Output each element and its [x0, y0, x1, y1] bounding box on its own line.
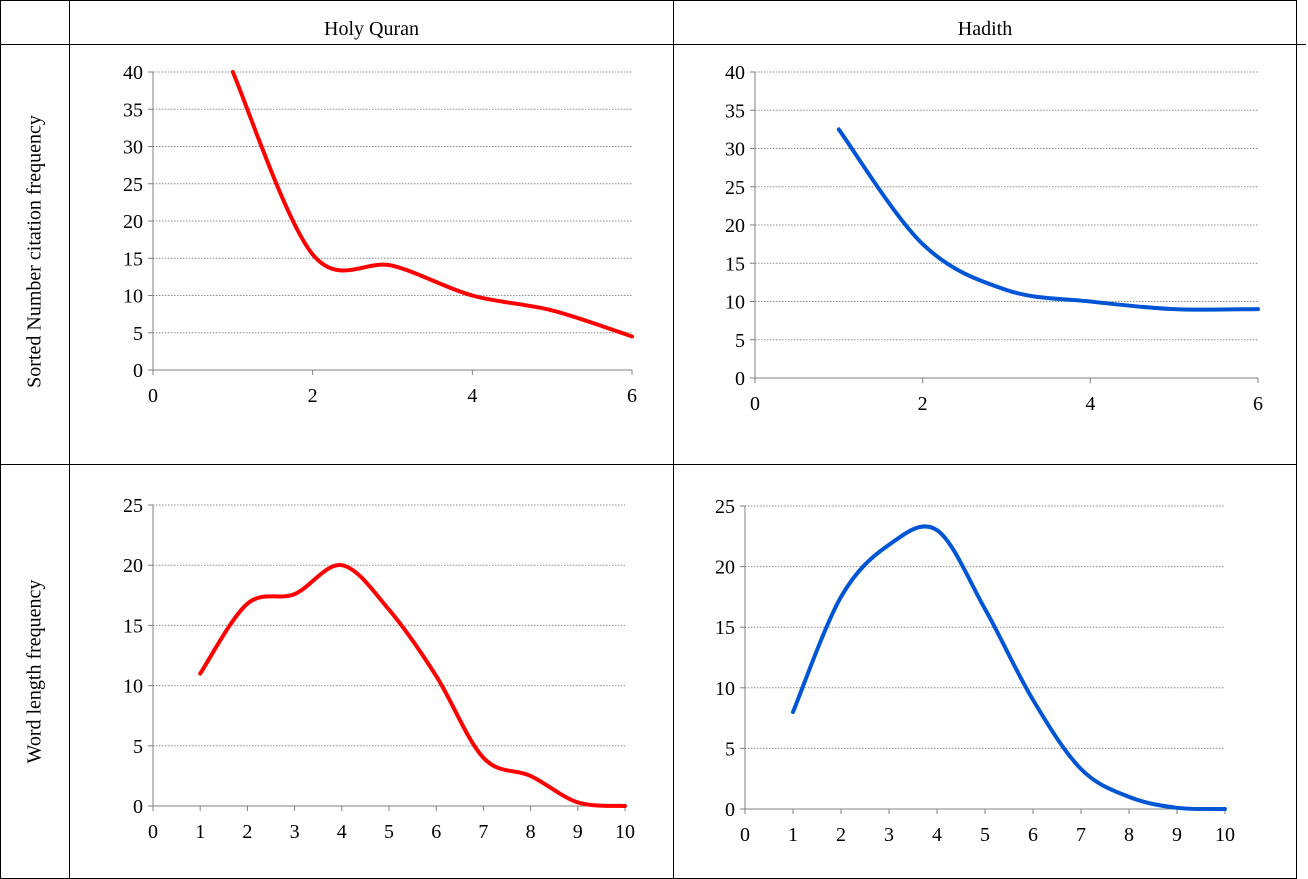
- x-tick-label: 7: [1076, 824, 1086, 846]
- series-line: [198, 563, 627, 808]
- y-tick-label: 30: [725, 139, 745, 161]
- x-tick-label: 10: [615, 821, 635, 843]
- y-tick-label: 40: [725, 62, 745, 84]
- x-tick-label: 8: [1124, 824, 1134, 846]
- x-tick-label: 0: [750, 393, 760, 415]
- y-tick-label: 0: [133, 796, 143, 818]
- y-tick-label: 10: [715, 678, 735, 700]
- x-tick-label: 4: [337, 821, 347, 843]
- x-tick-label: 0: [740, 824, 750, 846]
- x-tick-label: 6: [1253, 393, 1263, 415]
- x-tick-label: 8: [526, 821, 536, 843]
- series-line: [791, 524, 1227, 812]
- x-tick-label: 4: [932, 824, 942, 846]
- y-tick-label: 0: [725, 799, 735, 821]
- y-tick-label: 15: [123, 248, 143, 270]
- column-header-holy-quran: Holy Quran: [324, 18, 419, 40]
- y-tick-label: 15: [715, 617, 735, 639]
- x-tick-label: 3: [290, 821, 300, 843]
- column-header-hadith: Hadith: [957, 18, 1013, 40]
- y-tick-label: 35: [725, 100, 745, 122]
- y-tick-label: 0: [735, 368, 745, 390]
- y-tick-label: 25: [715, 496, 735, 518]
- y-tick-label: 20: [123, 555, 143, 577]
- y-tick-label: 25: [123, 495, 143, 517]
- x-tick-label: 2: [918, 393, 928, 415]
- y-tick-label: 35: [123, 99, 143, 121]
- x-tick-label: 5: [384, 821, 394, 843]
- x-tick-label: 2: [308, 385, 318, 407]
- y-tick-label: 5: [133, 736, 143, 758]
- x-tick-label: 10: [1215, 824, 1235, 846]
- x-tick-label: 4: [467, 385, 477, 407]
- x-tick-label: 9: [1172, 824, 1182, 846]
- y-tick-label: 25: [123, 174, 143, 196]
- y-tick-label: 40: [123, 62, 143, 84]
- y-tick-label: 10: [725, 292, 745, 314]
- y-tick-label: 15: [725, 253, 745, 275]
- x-tick-label: 1: [195, 821, 205, 843]
- series-line: [836, 127, 1260, 312]
- y-tick-label: 10: [123, 676, 143, 698]
- y-tick-label: 25: [725, 177, 745, 199]
- x-tick-label: 2: [836, 824, 846, 846]
- y-tick-label: 15: [123, 615, 143, 637]
- y-tick-label: 20: [715, 557, 735, 579]
- y-tick-label: 10: [123, 286, 143, 308]
- x-tick-label: 0: [148, 821, 158, 843]
- y-tick-label: 20: [123, 211, 143, 233]
- x-tick-label: 6: [431, 821, 441, 843]
- y-tick-label: 30: [123, 137, 143, 159]
- x-tick-label: 2: [242, 821, 252, 843]
- x-tick-label: 1: [788, 824, 798, 846]
- x-tick-label: 5: [980, 824, 990, 846]
- x-tick-label: 6: [627, 385, 637, 407]
- x-tick-label: 6: [1028, 824, 1038, 846]
- y-tick-label: 5: [725, 738, 735, 760]
- y-tick-label: 5: [133, 323, 143, 345]
- x-tick-label: 9: [573, 821, 583, 843]
- series-line: [230, 70, 634, 339]
- y-tick-label: 0: [133, 360, 143, 382]
- x-tick-label: 3: [884, 824, 894, 846]
- x-tick-label: 4: [1085, 393, 1095, 415]
- y-tick-label: 5: [735, 330, 745, 352]
- y-tick-label: 20: [725, 215, 745, 237]
- x-tick-label: 0: [148, 385, 158, 407]
- x-tick-label: 7: [478, 821, 488, 843]
